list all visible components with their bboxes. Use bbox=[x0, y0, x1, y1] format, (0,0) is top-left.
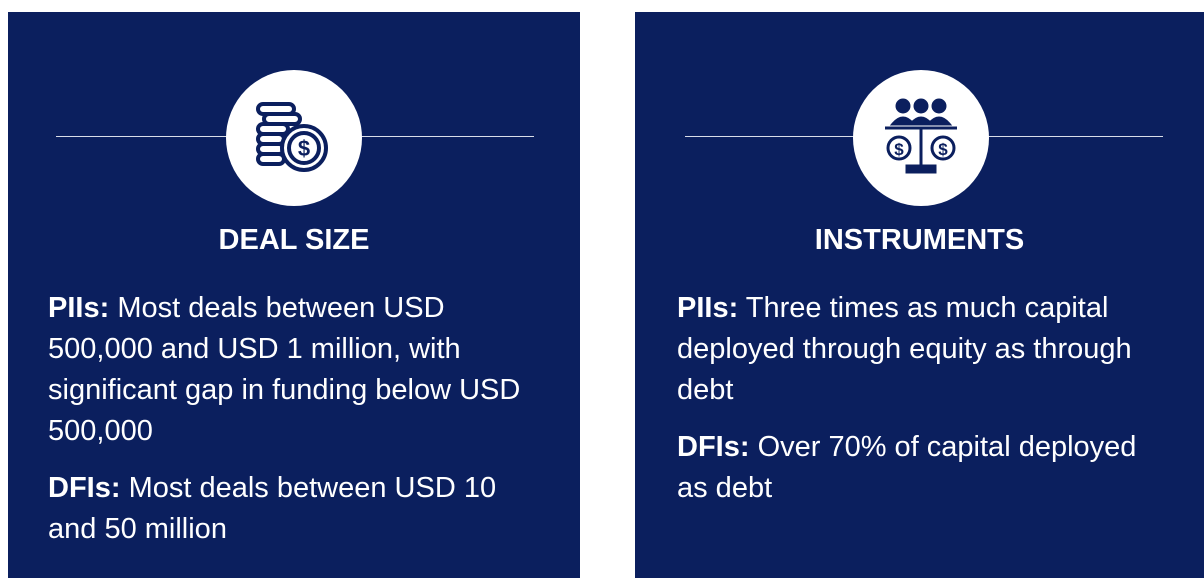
item-text: Three times as much capital deployed thr… bbox=[677, 292, 1132, 406]
icon-circle: $ $ bbox=[853, 70, 989, 206]
item: DFIs: Over 70% of capital deployed as de… bbox=[677, 427, 1168, 509]
item-text: Over 70% of capital deployed as debt bbox=[677, 431, 1137, 504]
item-text: Most deals between USD 10 and 50 million bbox=[48, 472, 497, 545]
item-text: Most deals between USD 500,000 and USD 1… bbox=[48, 292, 521, 447]
card-title: INSTRUMENTS bbox=[814, 224, 1025, 256]
item-label: DFIs: bbox=[677, 431, 750, 463]
item: DFIs: Most deals between USD 10 and 50 m… bbox=[48, 468, 544, 550]
card: $ DEAL SIZE PIIs: Most deals between USD… bbox=[8, 12, 580, 578]
item-label: PIIs: bbox=[677, 292, 739, 324]
coins-icon: $ bbox=[256, 102, 328, 172]
item: PIIs: Three times as much capital deploy… bbox=[677, 288, 1168, 411]
icon-circle: $ bbox=[226, 70, 362, 206]
scale-icon: $ $ bbox=[885, 98, 957, 174]
svg-text:$: $ bbox=[938, 140, 948, 159]
item: PIIs: Most deals between USD 500,000 and… bbox=[48, 288, 544, 452]
item-label: DFIs: bbox=[48, 472, 121, 504]
item-label: PIIs: bbox=[48, 292, 110, 324]
card-title: DEAL SIZE bbox=[218, 224, 370, 256]
card: $ $ INSTRUMENTS PIIs: Three times as muc… bbox=[635, 12, 1204, 578]
svg-text:$: $ bbox=[894, 140, 904, 159]
svg-text:$: $ bbox=[298, 136, 310, 161]
